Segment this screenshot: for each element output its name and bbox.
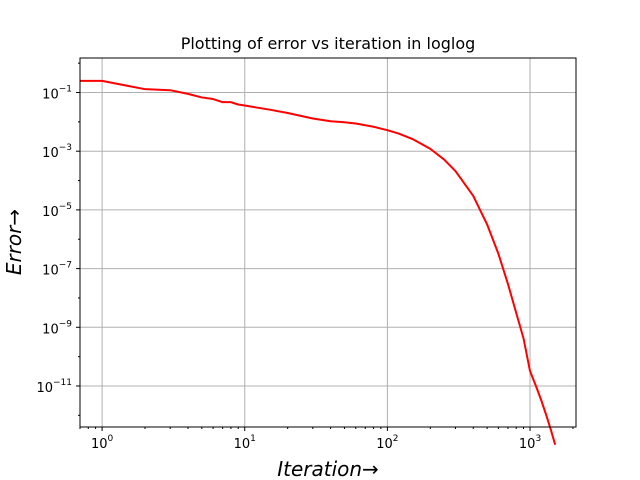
y-tick-label: 10−5 xyxy=(42,202,72,220)
y-tick-label: 10−7 xyxy=(42,261,72,279)
x-tick-label: 101 xyxy=(234,434,256,452)
x-tick-label: 100 xyxy=(91,434,114,452)
chart-title: Plotting of error vs iteration in loglog xyxy=(181,34,476,53)
y-tick-label: 10−1 xyxy=(42,85,72,103)
x-tick-label: 103 xyxy=(519,434,541,452)
y-axis-label: Error→ xyxy=(2,209,26,275)
error-series-line xyxy=(80,79,557,445)
ticks: 100 101 102 103 10−11 10−9 10−7 10−5 10−3 10−1 xyxy=(36,62,574,452)
y-tick-label: 10−3 xyxy=(42,143,72,161)
y-tick-label: 10−11 xyxy=(36,378,72,396)
x-axis-label: Iteration→ xyxy=(277,457,379,480)
grid xyxy=(80,58,576,427)
y-tick-label: 10−9 xyxy=(42,319,72,337)
series-layer xyxy=(80,79,557,445)
x-tick-label: 102 xyxy=(376,434,398,452)
plot-frame xyxy=(79,57,577,428)
